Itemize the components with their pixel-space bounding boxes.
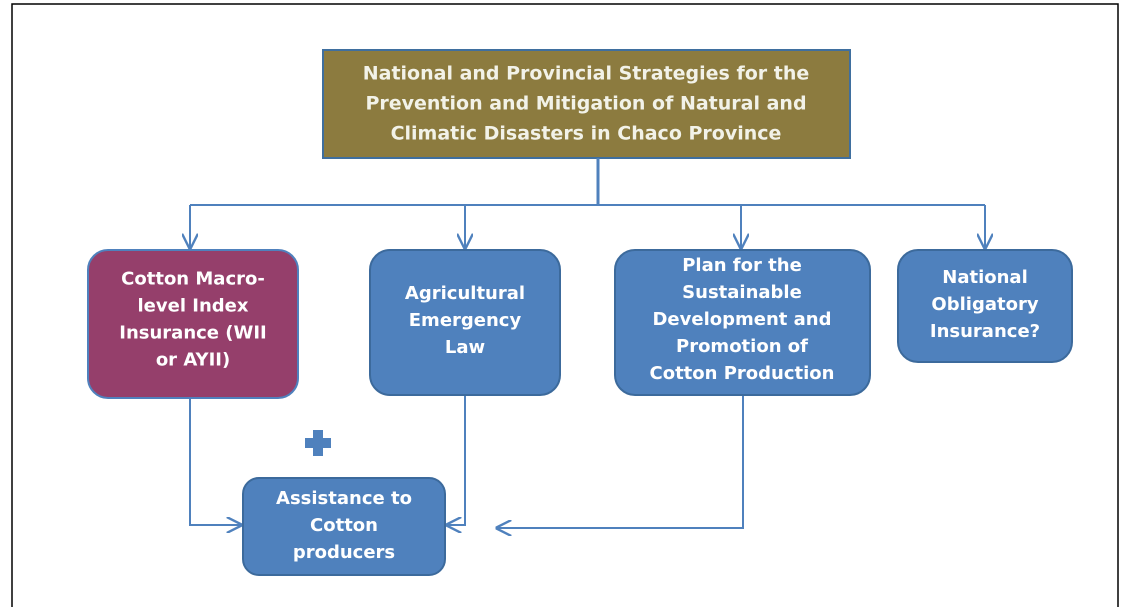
node-text: level Index	[138, 296, 249, 317]
result-box	[242, 477, 446, 576]
node-text: Insurance?	[930, 321, 1040, 342]
title-text: National and Provincial Strategies for t…	[363, 63, 810, 85]
node-text: Insurance (WII	[119, 323, 267, 344]
node-box	[87, 249, 299, 399]
result-text: producers	[293, 542, 395, 563]
connectors	[190, 158, 985, 528]
title-text: Prevention and Mitigation of Natural and	[365, 93, 806, 115]
node-box	[369, 249, 561, 396]
node-text: Obligatory	[931, 294, 1038, 315]
node-text: Promotion of	[676, 336, 808, 357]
result-text: Assistance to	[276, 488, 412, 509]
node-text: National	[942, 267, 1027, 288]
node-box	[614, 249, 871, 396]
title-box	[322, 49, 851, 159]
node-text: Plan for the	[682, 255, 802, 276]
title-text: Climatic Disasters in Chaco Province	[391, 123, 782, 145]
node-text: Law	[445, 337, 485, 358]
node-text: Emergency	[409, 310, 522, 331]
node-box	[897, 249, 1073, 363]
result-text: Cotton	[310, 515, 378, 536]
node-text: or AYII)	[156, 350, 230, 371]
node-text: Development and	[652, 309, 831, 330]
frame	[11, 3, 1119, 607]
node-text: Sustainable	[682, 282, 802, 303]
node-text: Agricultural	[405, 283, 525, 304]
node-text: Cotton Macro-	[121, 269, 265, 290]
plus-icon	[305, 430, 331, 456]
node-text: Cotton Production	[650, 363, 835, 384]
